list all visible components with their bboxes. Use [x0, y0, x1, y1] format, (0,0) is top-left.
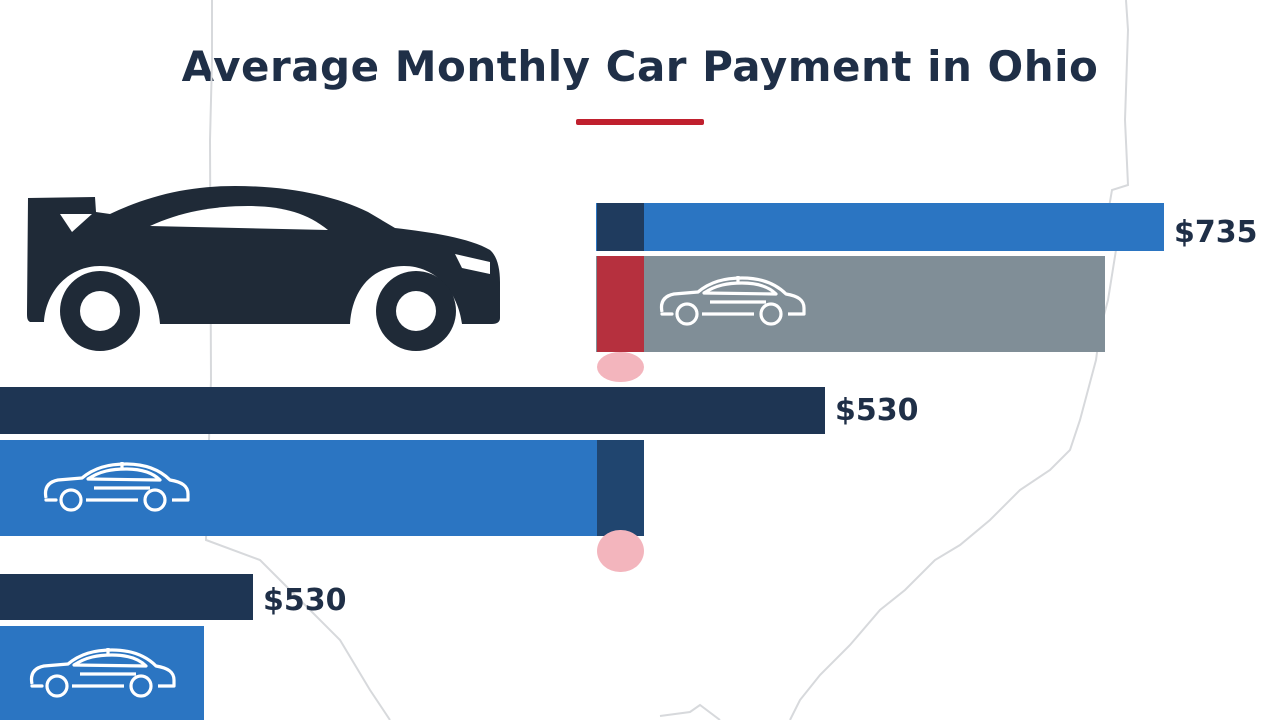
sedan-wheel-front	[129, 674, 153, 698]
accent-red-block	[597, 256, 644, 352]
sedan-window	[702, 281, 778, 296]
car-window	[150, 206, 328, 230]
value-label-2: $530	[835, 393, 919, 428]
sedan-window	[86, 467, 162, 482]
sedan-body	[659, 276, 806, 316]
sports-car-icon	[27, 186, 500, 351]
accent-navy-block	[597, 203, 644, 251]
ohio-map-outline	[204, 0, 1130, 720]
bars-layer	[0, 203, 1164, 720]
accent-pink-cap-2	[597, 530, 644, 572]
sedan-wheel-rear	[675, 302, 699, 326]
car-headlight	[455, 254, 490, 274]
sedan-outline-icon	[659, 276, 806, 326]
sedan-body	[43, 462, 190, 502]
sedan-wheel-rear	[45, 674, 69, 698]
sedan-body	[29, 648, 176, 688]
sedan-window	[72, 653, 148, 668]
car-spoiler-gap	[60, 214, 92, 232]
value-label-1: $735	[1174, 215, 1258, 250]
value-labels: $735 $530 $530	[263, 215, 1258, 618]
bar-1	[596, 203, 1164, 251]
sedan-wheel-front	[143, 488, 167, 512]
bar-1-panel	[596, 256, 1105, 352]
sedan-outline-icon	[29, 648, 176, 698]
title-underline	[576, 119, 704, 125]
sedan-wheel-front	[759, 302, 783, 326]
accent-pink-cap-1	[597, 352, 644, 382]
accent-navy-block-2	[597, 440, 644, 536]
chart-title: Average Monthly Car Payment in Ohio	[181, 42, 1099, 91]
sedan-wheel-rear	[59, 488, 83, 512]
bar-2	[0, 387, 825, 434]
bar-3	[0, 574, 253, 620]
value-label-3: $530	[263, 583, 347, 618]
accent-overlap-navy	[597, 387, 644, 434]
sedan-outline-icon	[43, 462, 190, 512]
